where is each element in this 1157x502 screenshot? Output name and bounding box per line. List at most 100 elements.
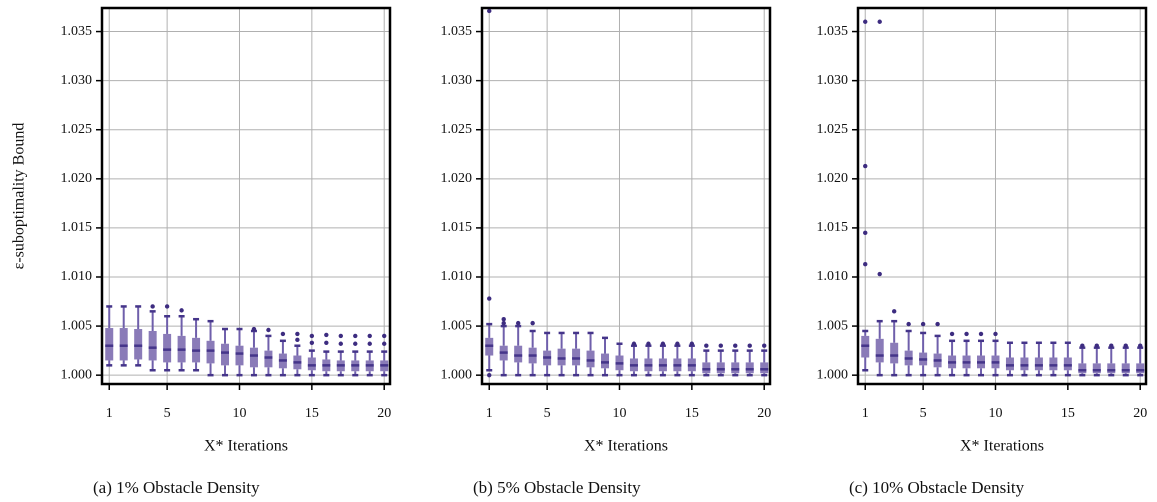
box — [206, 340, 215, 364]
outlier — [164, 304, 170, 309]
outlier — [1109, 343, 1114, 348]
box — [514, 345, 523, 363]
outlier — [295, 331, 300, 337]
y-tick-label: 1.035 — [61, 24, 93, 39]
y-tick-label: 1.025 — [441, 122, 473, 137]
box — [1092, 363, 1101, 374]
x-axis-label: X* Iterations — [960, 438, 1044, 455]
box — [716, 362, 725, 374]
x-tick-label: 15 — [1061, 406, 1075, 421]
outlier — [646, 341, 651, 346]
box — [163, 333, 172, 363]
y-tick-label: 1.005 — [817, 318, 849, 333]
outlier — [309, 333, 315, 339]
box — [1005, 357, 1014, 371]
outlier — [515, 320, 521, 326]
y-axis-label: ε-suboptimality Bound — [11, 123, 28, 270]
outlier — [324, 340, 329, 345]
outlier — [877, 271, 882, 277]
x-tick-label: 15 — [305, 406, 319, 421]
y-tick-label: 1.010 — [817, 269, 849, 284]
y-tick-label: 1.030 — [441, 73, 473, 88]
y-tick-label: 1.025 — [817, 122, 849, 137]
y-tick-label: 1.030 — [817, 73, 849, 88]
outlier — [863, 230, 868, 236]
box — [601, 353, 610, 369]
outlier — [964, 331, 969, 337]
box — [119, 328, 128, 361]
box — [249, 347, 258, 368]
outlier — [762, 343, 767, 348]
outlier — [487, 296, 492, 301]
outlier — [920, 321, 926, 327]
x-tick-label: 1 — [106, 406, 113, 421]
y-tick-label: 1.000 — [61, 367, 93, 382]
box — [745, 362, 754, 374]
outlier — [280, 331, 286, 337]
y-tick-label: 1.020 — [441, 171, 473, 186]
y-tick-label: 1.030 — [61, 73, 93, 88]
outlier — [353, 341, 358, 346]
box — [1049, 357, 1058, 371]
caption: (c) 10% Obstacle Density — [849, 478, 1025, 497]
caption: (a) 1% Obstacle Density — [93, 478, 260, 497]
y-tick-label: 1.005 — [61, 318, 93, 333]
outlier — [367, 341, 372, 346]
outlier — [338, 333, 343, 339]
outlier — [501, 317, 506, 322]
box — [572, 348, 581, 366]
axes-frame — [856, 6, 1148, 386]
outlier — [487, 372, 492, 378]
y-tick-label: 1.020 — [61, 171, 93, 186]
x-tick-label: 10 — [232, 406, 246, 421]
outlier — [382, 341, 387, 346]
outlier — [251, 326, 257, 332]
x-tick-label: 15 — [685, 406, 699, 421]
box — [1020, 357, 1029, 371]
outlier — [179, 308, 184, 313]
outlier — [993, 331, 998, 337]
outlier — [718, 343, 723, 348]
outlier — [1080, 343, 1085, 348]
outlier — [978, 331, 984, 337]
box — [760, 362, 769, 374]
box — [731, 362, 740, 374]
axes-frame — [100, 6, 392, 386]
y-tick-label: 1.025 — [61, 122, 93, 137]
box — [557, 348, 566, 366]
box — [148, 330, 157, 361]
outlier — [1138, 343, 1143, 348]
outlier — [747, 343, 752, 348]
outlier — [689, 341, 695, 346]
outlier — [530, 320, 535, 326]
outlier — [338, 341, 343, 346]
x-tick-label: 5 — [544, 406, 551, 421]
y-tick-label: 1.015 — [817, 220, 849, 235]
outlier — [295, 337, 300, 343]
outlier — [949, 331, 955, 337]
box — [1121, 363, 1130, 374]
y-tick-label: 1.005 — [441, 318, 473, 333]
outlier — [675, 341, 680, 346]
x-tick-label: 5 — [920, 406, 927, 421]
box — [221, 343, 230, 366]
y-tick-label: 1.035 — [441, 24, 473, 39]
box — [1034, 357, 1043, 371]
outlier — [266, 327, 271, 333]
x-tick-label: 20 — [757, 406, 771, 421]
box — [890, 342, 899, 364]
outlier — [382, 333, 387, 339]
box — [134, 329, 143, 360]
y-tick-label: 1.015 — [441, 220, 473, 235]
outlier — [863, 163, 868, 169]
box — [105, 328, 114, 361]
box — [264, 350, 273, 368]
outlier — [906, 321, 911, 327]
x-tick-label: 10 — [612, 406, 626, 421]
box — [586, 350, 595, 368]
x-tick-label: 1 — [486, 406, 493, 421]
y-tick-label: 1.020 — [817, 171, 849, 186]
y-tick-label: 1.015 — [61, 220, 93, 235]
x-tick-label: 1 — [862, 406, 869, 421]
